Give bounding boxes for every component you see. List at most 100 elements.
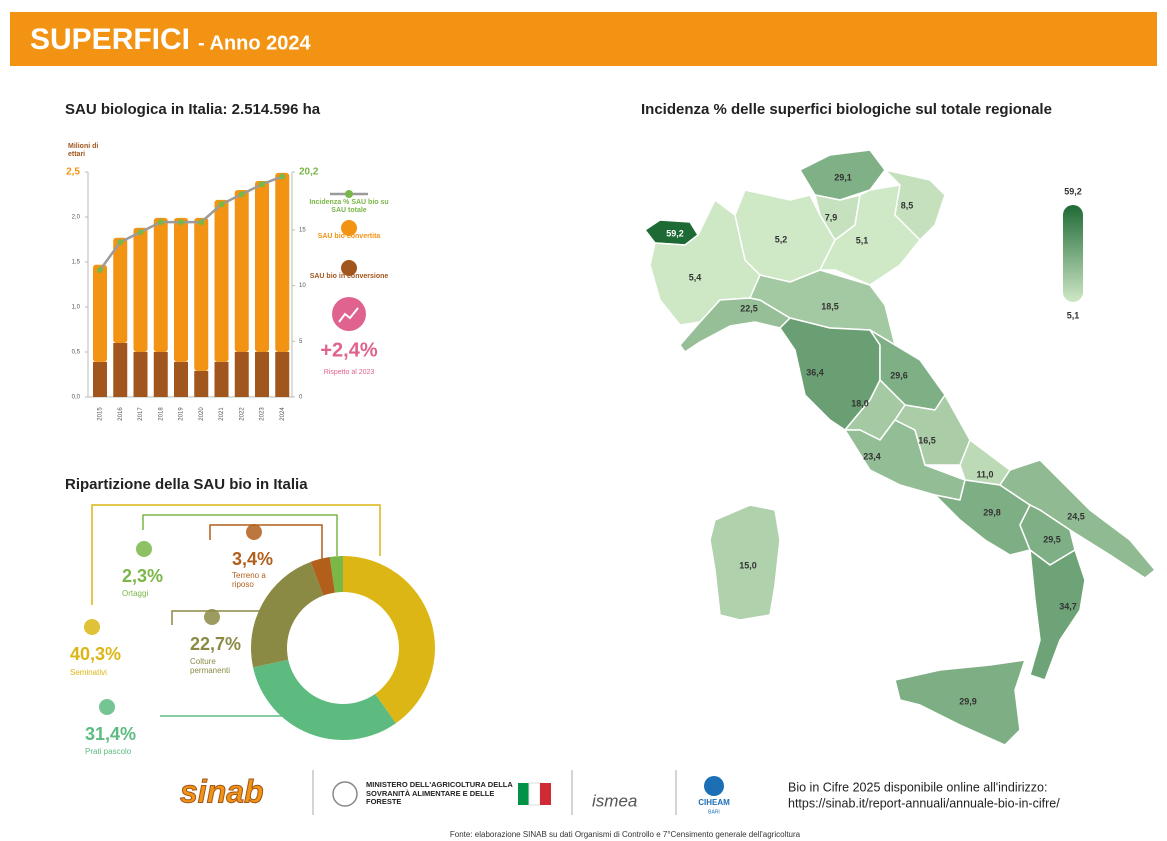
legend-label: SAU bio in conversione	[309, 273, 389, 280]
map-region	[894, 659, 1026, 746]
bar-segment	[234, 352, 249, 397]
chart-title: SAU biologica in Italia: 2.514.596 ha	[65, 101, 321, 118]
x-tick-label: 2018	[158, 407, 164, 421]
emblem	[332, 781, 358, 807]
bar-segment	[153, 352, 168, 397]
line-point	[198, 219, 205, 226]
line-point	[238, 191, 245, 198]
line	[98, 175, 283, 271]
bar-segment	[133, 352, 148, 397]
category-icon	[204, 609, 220, 625]
category-icon	[99, 699, 115, 715]
region-label: 29,8	[983, 507, 1001, 517]
region-label: 29,1	[834, 172, 852, 182]
y-tick-label: 0,0	[72, 395, 81, 401]
value-label: 2,3%	[122, 566, 163, 586]
region-label: 29,5	[1043, 534, 1061, 544]
logo-ismea: ismea	[592, 791, 637, 810]
region-label: 36,4	[806, 367, 824, 377]
y2-tick-label: 10	[299, 283, 306, 289]
region-label: 29,9	[959, 696, 977, 706]
chart-title: Ripartizione della SAU bio in Italia	[65, 476, 308, 493]
value-label: 3,4%	[232, 549, 273, 569]
map-region	[1029, 549, 1086, 681]
region-label: 5,1	[856, 235, 869, 245]
region-label: 34,7	[1059, 601, 1077, 611]
info-text: Bio in Cifre 2025 disponibile online all…	[788, 780, 1047, 794]
y2-tick-label: 20,2	[299, 167, 319, 178]
line-point	[218, 201, 225, 208]
region-label: 22,5	[740, 303, 758, 313]
y-tick-label: 1,5	[72, 260, 81, 266]
bar-segment	[174, 361, 188, 397]
source-note: Fonte: elaborazione SINAB su dati Organi…	[450, 830, 801, 839]
region-label: 7,9	[825, 212, 838, 222]
x-tick-label: 2015	[98, 407, 104, 421]
bar-segment	[113, 237, 128, 343]
category-label: Seminativi	[70, 668, 107, 677]
bar-segment	[174, 217, 188, 362]
bar-segment	[275, 172, 290, 352]
x-tick-label: 2021	[219, 407, 225, 421]
map-region	[709, 504, 781, 621]
map-region	[819, 184, 921, 286]
leader-line	[142, 514, 338, 556]
map-title: Incidenza % delle superfici biologiche s…	[641, 101, 1052, 118]
donut-segment	[250, 561, 324, 668]
logo-ciheam-sub: BARI	[708, 809, 720, 815]
legend-marker	[345, 190, 353, 198]
category-icon	[246, 524, 262, 540]
logo-sinab: sinab	[180, 773, 264, 809]
flag	[518, 783, 529, 805]
bar-segment	[275, 352, 290, 397]
header-subtitle: - Anno 2024	[198, 32, 311, 54]
category-icon	[84, 619, 100, 635]
map-region	[844, 419, 966, 501]
region-label: 16,5	[918, 435, 936, 445]
annotation-note: Rispetto al 2023	[324, 369, 375, 376]
header-bar	[10, 12, 1157, 66]
region-label: 24,5	[1067, 511, 1085, 521]
region-label: 15,0	[739, 560, 757, 570]
y-tick-label: 0,5	[72, 350, 81, 356]
donut-segment	[253, 659, 396, 740]
y-tick-label: 2,0	[72, 215, 81, 221]
legend-marker	[341, 220, 357, 236]
flag	[540, 783, 551, 805]
x-tick-label: 2016	[118, 407, 124, 421]
legend-marker	[341, 260, 357, 276]
donut-segment	[343, 556, 436, 724]
category-label: Colture permanenti	[190, 657, 231, 676]
y2-tick-label: 5	[299, 339, 303, 345]
region-label: 23,4	[863, 451, 881, 461]
info-url: https://sinab.it/report-annuali/annuale-…	[788, 796, 1060, 810]
region-label: 18,5	[821, 301, 839, 311]
category-icon	[136, 541, 152, 557]
leader-line	[171, 610, 268, 625]
region-label: 59,2	[666, 228, 684, 238]
region-label: 8,5	[901, 200, 914, 210]
bar-segment	[255, 352, 269, 397]
flag	[528, 782, 541, 806]
annotation-icon-glyph	[338, 307, 359, 323]
y2-tick-label: 0	[299, 395, 303, 401]
line-point	[137, 229, 144, 236]
bar-segment	[194, 370, 209, 397]
bar-segment	[93, 264, 107, 362]
bar-segment	[93, 361, 107, 397]
x-tick-label: 2020	[199, 407, 205, 421]
bar-segment	[133, 227, 148, 352]
bar-segment	[214, 199, 229, 362]
y-tick-label: 2,5	[66, 167, 80, 178]
ministry-label: MINISTERO DELL'AGRICOLTURA DELLA SOVRANI…	[366, 780, 513, 807]
category-label: Prati pascolo	[85, 747, 132, 756]
map-region	[884, 169, 946, 241]
legend-label: SAU bio convertita	[317, 233, 381, 240]
value-label: 31,4%	[85, 724, 136, 744]
line-point	[178, 219, 184, 226]
category-label: Ortaggi	[122, 589, 149, 598]
x-tick-label: 2022	[239, 407, 245, 421]
bar-segment	[194, 217, 209, 371]
y-axis-label: Milioni di ettari	[68, 143, 99, 159]
